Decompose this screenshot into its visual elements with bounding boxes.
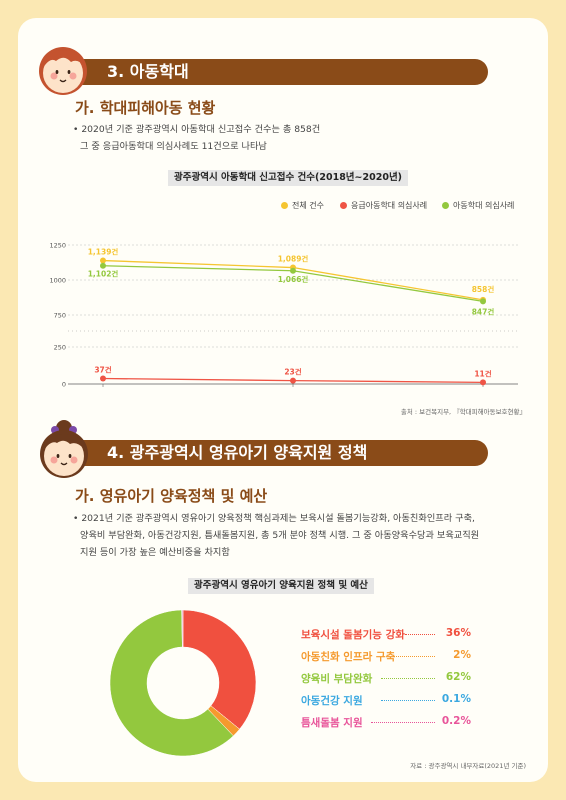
pie-slice [182,609,257,730]
section3-title: 3. 아동학대 [107,62,189,81]
section4-banner: 4. 광주광역시 영유아기 양육지원 정책 [73,440,488,466]
section4-paragraph: • 2021년 기준 광주광역시 영유아기 양육정책 핵심과제는 보육시설 돌봄… [73,510,479,561]
line-chart: 1250100075025002018년2019년2020년1,139건1,08… [49,242,518,389]
pie-legend-label: 양육비 부담완화 [301,673,373,685]
y-tick-label: 1000 [49,277,66,285]
data-point [290,267,296,274]
donut-chart [109,609,257,757]
legend-label: 아동학대 의심사례 [453,201,515,210]
data-point [100,257,106,264]
data-label: 1,102건 [88,269,119,279]
legend-dot [340,202,347,209]
legend-dot [281,202,288,209]
pie-legend-row: 아동건강 지원 0.1% [301,693,471,708]
leader-dots [405,634,435,635]
pie-legend-row: 아동친화 인프라 구축 2% [301,649,471,664]
legend-item-total: 전체 건수 [281,200,324,211]
legend-item-emergency: 응급아동학대 의심사례 [340,200,427,211]
pie-legend-value: 0.2% [441,715,471,727]
pie-legend-value: 36% [445,627,471,639]
legend-item-suspected: 아동학대 의심사례 [442,200,514,211]
pie-legend-value: 62% [445,671,471,683]
pie-legend-value: 0.1% [441,693,471,705]
y-tick-label: 1250 [49,242,66,250]
data-point [290,377,296,384]
data-label: 1,139건 [88,247,119,257]
legend-label: 응급아동학대 의심사례 [351,201,428,210]
y-tick-label: 0 [62,381,66,389]
data-label: 11건 [474,368,491,378]
leader-dots [381,678,435,679]
pie-legend-row: 보육시설 돌봄기능 강화 36% [301,627,471,642]
data-point [480,379,486,386]
section3-source: 출처 : 보건복지부, 『학대피해아동보호현황』 [400,408,526,416]
page: 3. 아동학대 가. 학대피해아동 현황 • 2020년 기준 광주광역시 아동… [18,18,548,782]
data-label: 858건 [472,284,495,294]
section3-paragraph-line: • 2020년 기준 광주광역시 아동학대 신고접수 건수는 총 858건 [73,124,321,135]
data-point [100,375,106,382]
pie-slice [181,609,184,648]
y-tick-label: 250 [54,344,66,352]
line-chart-title: 광주광역시 아동학대 신고접수 건수(2018년~2020년) [168,170,409,186]
section3-subtitle: 가. 학대피해아동 현황 [75,99,216,117]
pie-legend-label: 보육시설 돌봄기능 강화 [301,629,405,641]
section4-paragraph-line: • 2021년 기준 광주광역시 영유아기 양육정책 핵심과제는 보육시설 돌봄… [73,513,475,524]
girl-face-icon [40,420,88,478]
data-label: 1,066건 [278,274,309,284]
pie-chart-title: 광주광역시 영유아기 양육지원 정책 및 예산 [188,578,374,594]
pie-legend-row: 양육비 부담완화 62% [301,671,471,686]
data-point [100,262,106,269]
pie-legend-row: 틈새돌봄 지원 0.2% [301,715,471,730]
section4-source: 자료 : 광주광역시 내부자료(2021년 기준) [410,762,526,770]
leader-dots [371,722,435,723]
section3-banner: 3. 아동학대 [73,59,488,85]
section3-paragraph-line: 그 중 응급아동학대 의심사례도 11건으로 나타남 [80,141,267,152]
data-label: 23건 [284,367,301,377]
legend-label: 전체 건수 [292,201,324,210]
data-label: 1,089건 [278,254,309,264]
data-label: 847건 [472,306,495,316]
leader-dots [381,700,435,701]
pie-slice [109,609,234,757]
section4-subtitle: 가. 영유아기 양육정책 및 예산 [75,487,268,505]
y-tick-label: 750 [54,312,66,320]
legend-dot [442,202,449,209]
pie-legend-label: 틈새돌봄 지원 [301,717,363,729]
leader-dots [393,656,435,657]
section3-paragraph: • 2020년 기준 광주광역시 아동학대 신고접수 건수는 총 858건 그 … [73,121,320,155]
section4-paragraph-line: 지원 등이 가장 높은 예산비중을 차지함 [80,547,230,558]
section4-paragraph-line: 양육비 부담완화, 아동건강지원, 틈새돌봄지원, 총 5개 분야 정책 시행.… [80,530,480,541]
data-label: 37건 [94,365,111,375]
girl-face-icon [39,47,87,95]
section4-title: 4. 광주광역시 영유아기 양육지원 정책 [107,443,368,462]
data-point [480,298,486,305]
pie-legend-value: 2% [453,649,471,661]
pie-legend-label: 아동건강 지원 [301,695,363,707]
pie-legend-label: 아동친화 인프라 구축 [301,651,396,663]
